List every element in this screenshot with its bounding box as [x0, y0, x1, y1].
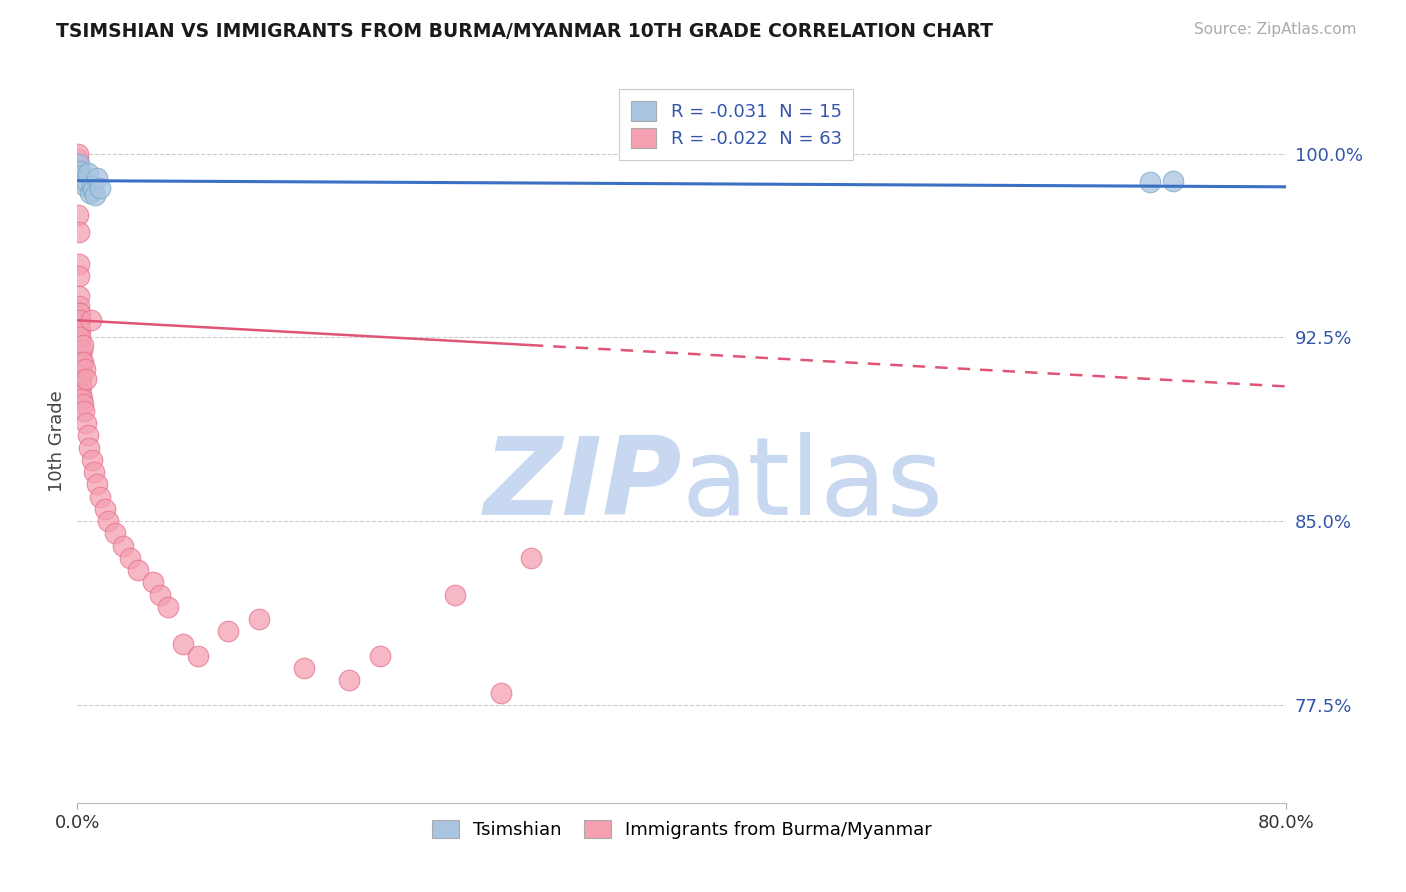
Point — [77, 166, 100, 180]
Point — [69, 379, 91, 393]
Point — [67, 299, 90, 313]
Point — [69, 355, 91, 369]
Point — [72, 355, 94, 369]
Point — [89, 181, 111, 195]
Point — [73, 404, 96, 418]
Point — [80, 313, 103, 327]
Point — [69, 306, 91, 320]
Point — [368, 648, 391, 663]
Point — [89, 490, 111, 504]
Point — [67, 156, 90, 170]
Point — [70, 392, 93, 406]
Point — [69, 169, 91, 183]
Point — [69, 335, 91, 350]
Point — [69, 372, 91, 386]
Point — [69, 362, 91, 376]
Y-axis label: 10th Grade: 10th Grade — [48, 391, 66, 492]
Point — [73, 178, 96, 193]
Text: TSIMSHIAN VS IMMIGRANTS FROM BURMA/MYANMAR 10TH GRADE CORRELATION CHART: TSIMSHIAN VS IMMIGRANTS FROM BURMA/MYANM… — [56, 22, 993, 41]
Point — [79, 441, 101, 455]
Point — [83, 188, 105, 202]
Point — [104, 526, 127, 541]
Point — [72, 396, 94, 410]
Point — [69, 348, 91, 362]
Point — [75, 416, 97, 430]
Point — [1161, 174, 1184, 188]
Point — [69, 330, 91, 344]
Point — [520, 550, 543, 565]
Point — [72, 338, 94, 352]
Point — [187, 648, 209, 663]
Point — [79, 186, 101, 200]
Point — [120, 550, 142, 565]
Point — [69, 164, 91, 178]
Point — [157, 599, 180, 614]
Point — [127, 563, 149, 577]
Point — [82, 184, 104, 198]
Point — [66, 152, 89, 166]
Point — [172, 637, 194, 651]
Point — [70, 343, 93, 357]
Point — [67, 146, 90, 161]
Point — [82, 453, 104, 467]
Point — [86, 171, 108, 186]
Point — [67, 318, 90, 333]
Point — [69, 330, 91, 344]
Point — [83, 465, 105, 479]
Point — [67, 225, 90, 239]
Point — [70, 355, 93, 369]
Point — [67, 289, 90, 303]
Point — [111, 539, 134, 553]
Point — [70, 348, 93, 362]
Point — [70, 386, 93, 401]
Text: ZIP: ZIP — [484, 432, 682, 538]
Point — [73, 362, 96, 376]
Point — [339, 673, 360, 688]
Point — [67, 257, 90, 271]
Point — [75, 372, 97, 386]
Point — [93, 502, 115, 516]
Point — [77, 428, 100, 442]
Point — [86, 477, 108, 491]
Point — [444, 588, 467, 602]
Point — [69, 323, 91, 337]
Text: Source: ZipAtlas.com: Source: ZipAtlas.com — [1194, 22, 1357, 37]
Point — [67, 164, 90, 178]
Point — [69, 313, 91, 327]
Legend: Tsimshian, Immigrants from Burma/Myanmar: Tsimshian, Immigrants from Burma/Myanmar — [423, 811, 941, 848]
Point — [489, 685, 512, 699]
Point — [292, 661, 315, 675]
Point — [1139, 175, 1161, 189]
Point — [142, 575, 165, 590]
Point — [69, 367, 91, 381]
Point — [75, 174, 97, 188]
Point — [67, 208, 90, 222]
Point — [96, 514, 118, 528]
Point — [218, 624, 240, 639]
Text: atlas: atlas — [682, 432, 943, 538]
Point — [72, 174, 94, 188]
Point — [67, 269, 90, 284]
Point — [247, 612, 270, 626]
Point — [67, 313, 90, 327]
Point — [69, 323, 91, 337]
Point — [149, 588, 172, 602]
Point — [80, 178, 103, 193]
Point — [67, 306, 90, 320]
